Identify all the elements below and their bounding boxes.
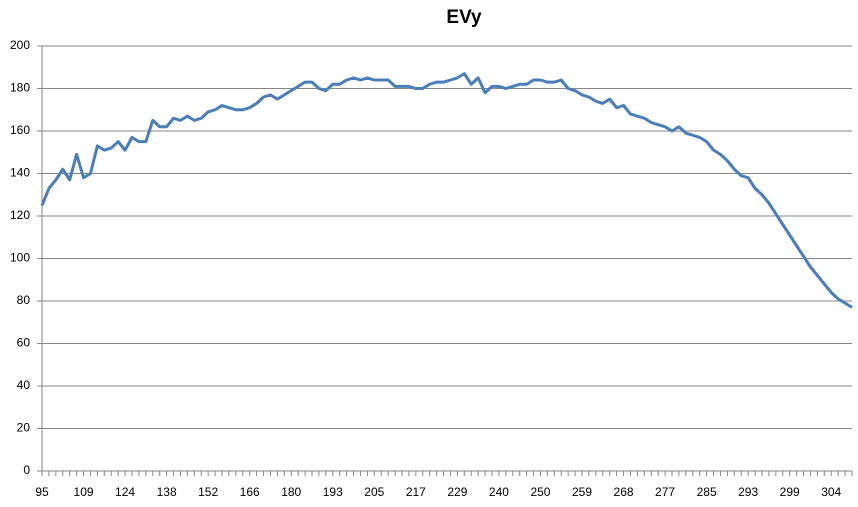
data-line — [40, 72, 853, 309]
y-tick-label: 140 — [10, 166, 30, 180]
x-tick-label: 166 — [240, 485, 260, 499]
x-tick-label: 109 — [74, 485, 94, 499]
y-tick-label: 120 — [10, 208, 30, 222]
x-tick-label: 277 — [655, 485, 675, 499]
x-tick-label: 152 — [198, 485, 218, 499]
x-tick-label: 268 — [614, 485, 634, 499]
y-tick-label: 160 — [10, 123, 30, 137]
x-tick-label: 285 — [697, 485, 717, 499]
x-tick-label: 138 — [157, 485, 177, 499]
x-tick-label: 299 — [780, 485, 800, 499]
x-tick-label: 229 — [447, 485, 467, 499]
y-tick-label: 180 — [10, 81, 30, 95]
y-tick-label: 0 — [23, 463, 30, 477]
x-tick-label: 193 — [323, 485, 343, 499]
y-tick-label: 60 — [17, 336, 31, 350]
x-tick-label: 95 — [35, 485, 49, 499]
x-tick-label: 240 — [489, 485, 509, 499]
x-tick-label: 293 — [738, 485, 758, 499]
chart-title: EVy — [446, 7, 482, 28]
x-tick-label: 259 — [572, 485, 592, 499]
y-tick-label: 20 — [17, 421, 31, 435]
y-tick-label: 200 — [10, 38, 30, 52]
x-tick-label: 250 — [530, 485, 550, 499]
x-tick-label: 304 — [821, 485, 841, 499]
y-tick-label: 80 — [17, 293, 31, 307]
x-tick-label: 217 — [406, 485, 426, 499]
y-tick-label: 40 — [17, 378, 31, 392]
y-tick-label: 100 — [10, 251, 30, 265]
x-tick-label: 124 — [115, 485, 135, 499]
x-tick-label: 180 — [281, 485, 301, 499]
x-tick-label: 205 — [364, 485, 384, 499]
